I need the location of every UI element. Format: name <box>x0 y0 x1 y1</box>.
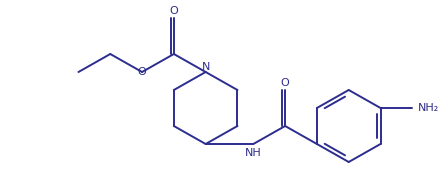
Text: NH₂: NH₂ <box>418 103 439 113</box>
Text: O: O <box>138 67 146 77</box>
Text: O: O <box>281 78 289 88</box>
Text: N: N <box>202 62 210 72</box>
Text: NH: NH <box>245 148 262 158</box>
Text: O: O <box>169 6 178 16</box>
